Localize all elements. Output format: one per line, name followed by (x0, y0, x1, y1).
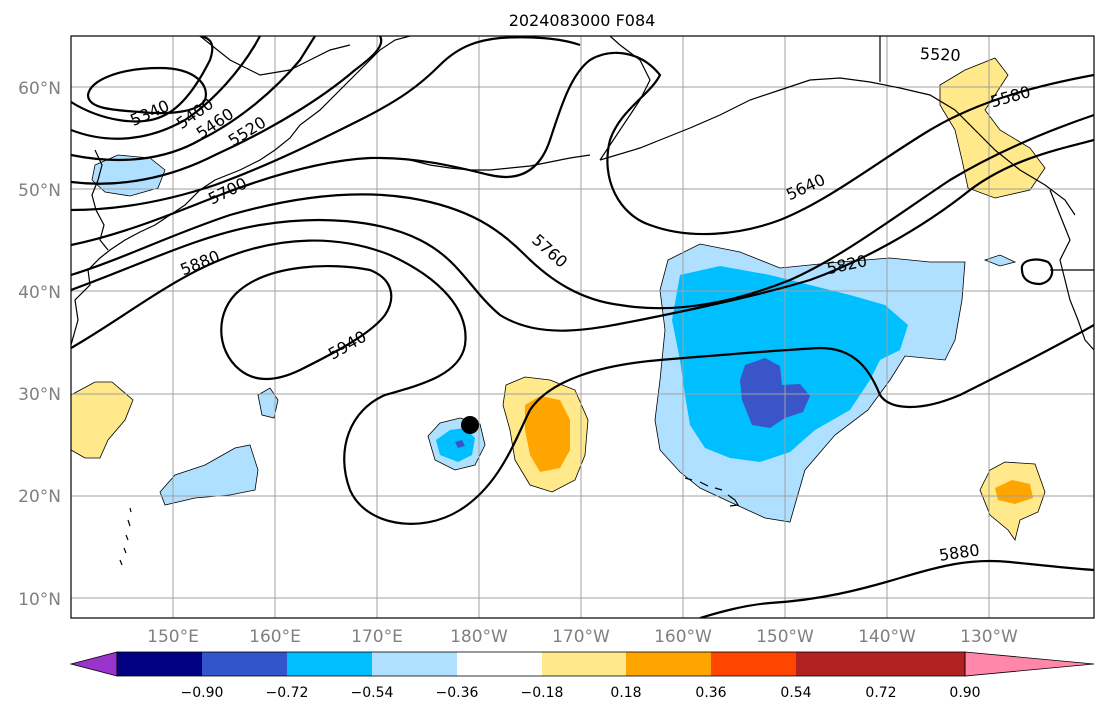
colorbar-tick-1: −0.90 (181, 685, 224, 701)
colorbar-segment-7 (626, 652, 711, 676)
contour-5880 (71, 239, 1094, 525)
colorbar-segment-3 (287, 652, 372, 676)
positive-anomaly-west (71, 381, 134, 459)
colorbar-segment-9 (796, 652, 881, 676)
contour-5400 (71, 36, 261, 140)
colorbar-arrow-right (964, 651, 1095, 677)
lon-label-130w: 130°W (960, 627, 1018, 647)
map-area: 5340 5400 5460 5520 5700 5880 5940 5760 … (71, 36, 1094, 618)
colorbar-tick-7: 0.36 (695, 685, 726, 701)
contour-5460 (71, 36, 316, 162)
coastline-north-america-west (1049, 189, 1094, 351)
lon-label-160e: 160°E (249, 627, 301, 647)
colorbar-tick-9: 0.72 (865, 685, 896, 701)
colorbar-segment-10 (881, 652, 965, 676)
contour-5940 (220, 264, 393, 380)
positive-anomaly-orange (525, 396, 570, 472)
negative-anomaly-west-2 (257, 387, 279, 419)
figure-title: 2024083000 F084 (509, 11, 656, 30)
contour-5340-loop (86, 66, 208, 115)
colorbar-tick-10: 0.90 (949, 685, 980, 701)
colorbar-tick-2: −0.72 (266, 685, 309, 701)
colorbar: −0.90 −0.72 −0.54 −0.36 −0.18 0.18 0.36 … (69, 651, 1095, 701)
negative-anomaly-small-1-core (436, 428, 475, 462)
lon-label-140w: 140°W (858, 627, 916, 647)
aleutian-islands (409, 154, 591, 171)
negative-anomaly-small-1-dark (455, 440, 465, 448)
colorbar-tick-5: −0.18 (521, 685, 564, 701)
lat-label-50n: 50°N (18, 181, 61, 201)
lat-label-30n: 30°N (18, 385, 61, 405)
lon-label-180w: 180°W (450, 627, 508, 647)
lon-label-150w: 150°W (756, 627, 814, 647)
colorbar-segment-1 (117, 652, 202, 676)
negative-anomaly-dark (740, 358, 810, 428)
colorbar-segment-2 (202, 652, 287, 676)
colorbar-segment-5 (457, 652, 542, 676)
colorbar-tick-8: 0.54 (780, 685, 811, 701)
map-gridlines (71, 36, 1094, 618)
colorbar-ticks: −0.90 −0.72 −0.54 −0.36 −0.18 0.18 0.36 … (181, 685, 981, 701)
latitude-labels: 60°N 50°N 40°N 30°N 20°N 10°N (18, 79, 61, 610)
colorbar-segment-6 (542, 652, 626, 676)
contour-5580-west (71, 36, 581, 212)
hawaiian-islands (684, 477, 739, 507)
longitude-labels: 150°E 160°E 170°E 180°W 170°W 160°W 150°… (147, 627, 1018, 647)
colorbar-tick-4: −0.36 (436, 685, 479, 701)
negative-anomaly-west-1 (159, 444, 259, 506)
lat-label-60n: 60°N (18, 79, 61, 99)
lon-label-160w: 160°W (654, 627, 712, 647)
contour-5820-ring (1020, 258, 1054, 286)
contour-5880-south (699, 559, 1094, 618)
coastline-alaska-west (599, 36, 651, 161)
western-pacific-islands (119, 507, 132, 566)
contour-5340 (71, 36, 214, 123)
contour-5760 (71, 113, 1094, 310)
canada-border (879, 36, 1094, 271)
lon-label-150e: 150°E (147, 627, 199, 647)
coastline-alaska (599, 77, 1076, 216)
negative-anomaly-hawaii-islet (983, 254, 1017, 267)
positive-anomaly-southeast-core (995, 480, 1033, 504)
lon-label-170w: 170°W (552, 627, 610, 647)
contour-5820 (71, 138, 1094, 332)
lon-label-170e: 170°E (351, 627, 403, 647)
colorbar-tick-6: 0.18 (610, 685, 641, 701)
colorbar-arrow-left (69, 651, 118, 677)
storm-position-dot (461, 416, 479, 434)
lat-label-40n: 40°N (18, 283, 61, 303)
lat-label-20n: 20°N (18, 487, 61, 507)
lat-label-10n: 10°N (18, 590, 61, 610)
colorbar-frame (116, 651, 966, 677)
colorbar-segment-4 (372, 652, 457, 676)
colorbar-tick-3: −0.54 (351, 685, 394, 701)
height-contours (71, 36, 1094, 618)
contour-5700 (71, 51, 1094, 247)
negative-anomaly-medium (672, 266, 908, 462)
colorbar-segment-8 (711, 652, 796, 676)
contour-label-5520-east: 5520 (919, 44, 961, 65)
contour-5520-west (71, 36, 383, 185)
map-frame (70, 35, 1095, 619)
